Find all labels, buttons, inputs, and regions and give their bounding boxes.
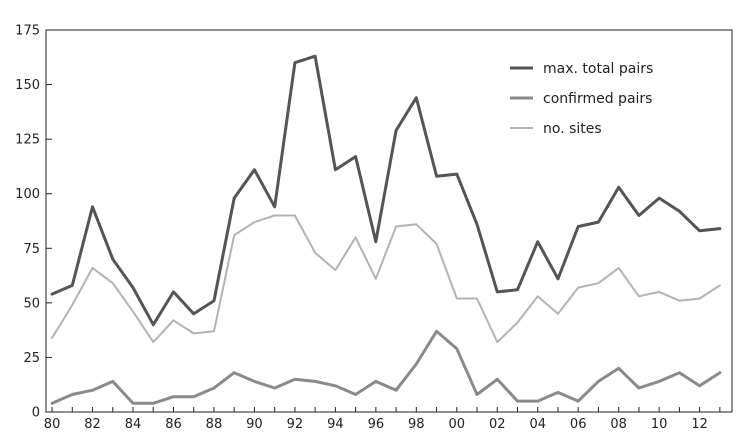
series-line-max-total-pairs	[50, 54, 722, 327]
x-tick-label: 94	[327, 417, 344, 432]
legend-label: confirmed pairs	[543, 91, 652, 107]
x-tick-label: 84	[125, 417, 142, 432]
x-tick-label: 96	[368, 417, 385, 432]
y-axis: 0 25 50 75 100 125 150 175	[15, 24, 52, 421]
x-tick-label: 86	[165, 417, 182, 432]
x-tick-label: 08	[610, 417, 627, 432]
x-tick-label: 06	[570, 417, 587, 432]
y-tick-label: 150	[15, 78, 40, 93]
series-line-no-sites	[51, 214, 721, 344]
y-tick-label: 0	[32, 406, 40, 421]
y-tick-label: 175	[15, 24, 40, 39]
legend: max. total pairs confirmed pairs no. sites	[510, 61, 653, 137]
x-tick-label: 02	[489, 417, 506, 432]
y-tick-label: 125	[15, 133, 40, 148]
y-tick-label: 25	[23, 351, 40, 366]
x-tick-label: 12	[691, 417, 708, 432]
x-tick-label: 80	[44, 417, 61, 432]
y-tick-label: 50	[23, 296, 40, 311]
x-tick-label: 10	[651, 417, 668, 432]
legend-label: max. total pairs	[543, 61, 653, 77]
x-tick-label: 00	[449, 417, 466, 432]
y-tick-label: 75	[23, 242, 40, 257]
x-tick-label: 88	[206, 417, 223, 432]
series-layer	[50, 54, 722, 405]
x-tick-label: 90	[246, 417, 263, 432]
y-tick-label: 100	[15, 187, 40, 202]
x-tick-label: 04	[529, 417, 546, 432]
x-tick-label: 92	[287, 417, 304, 432]
plot-frame	[45, 29, 733, 413]
legend-label: no. sites	[543, 121, 602, 137]
x-tick-label: 82	[84, 417, 101, 432]
x-tick-label: 98	[408, 417, 425, 432]
x-axis: 80 82 84 86 88 90 92 94 96 98 00 02 04 06 08 10 12	[44, 407, 721, 432]
series-line-confirmed-pairs	[50, 329, 722, 405]
